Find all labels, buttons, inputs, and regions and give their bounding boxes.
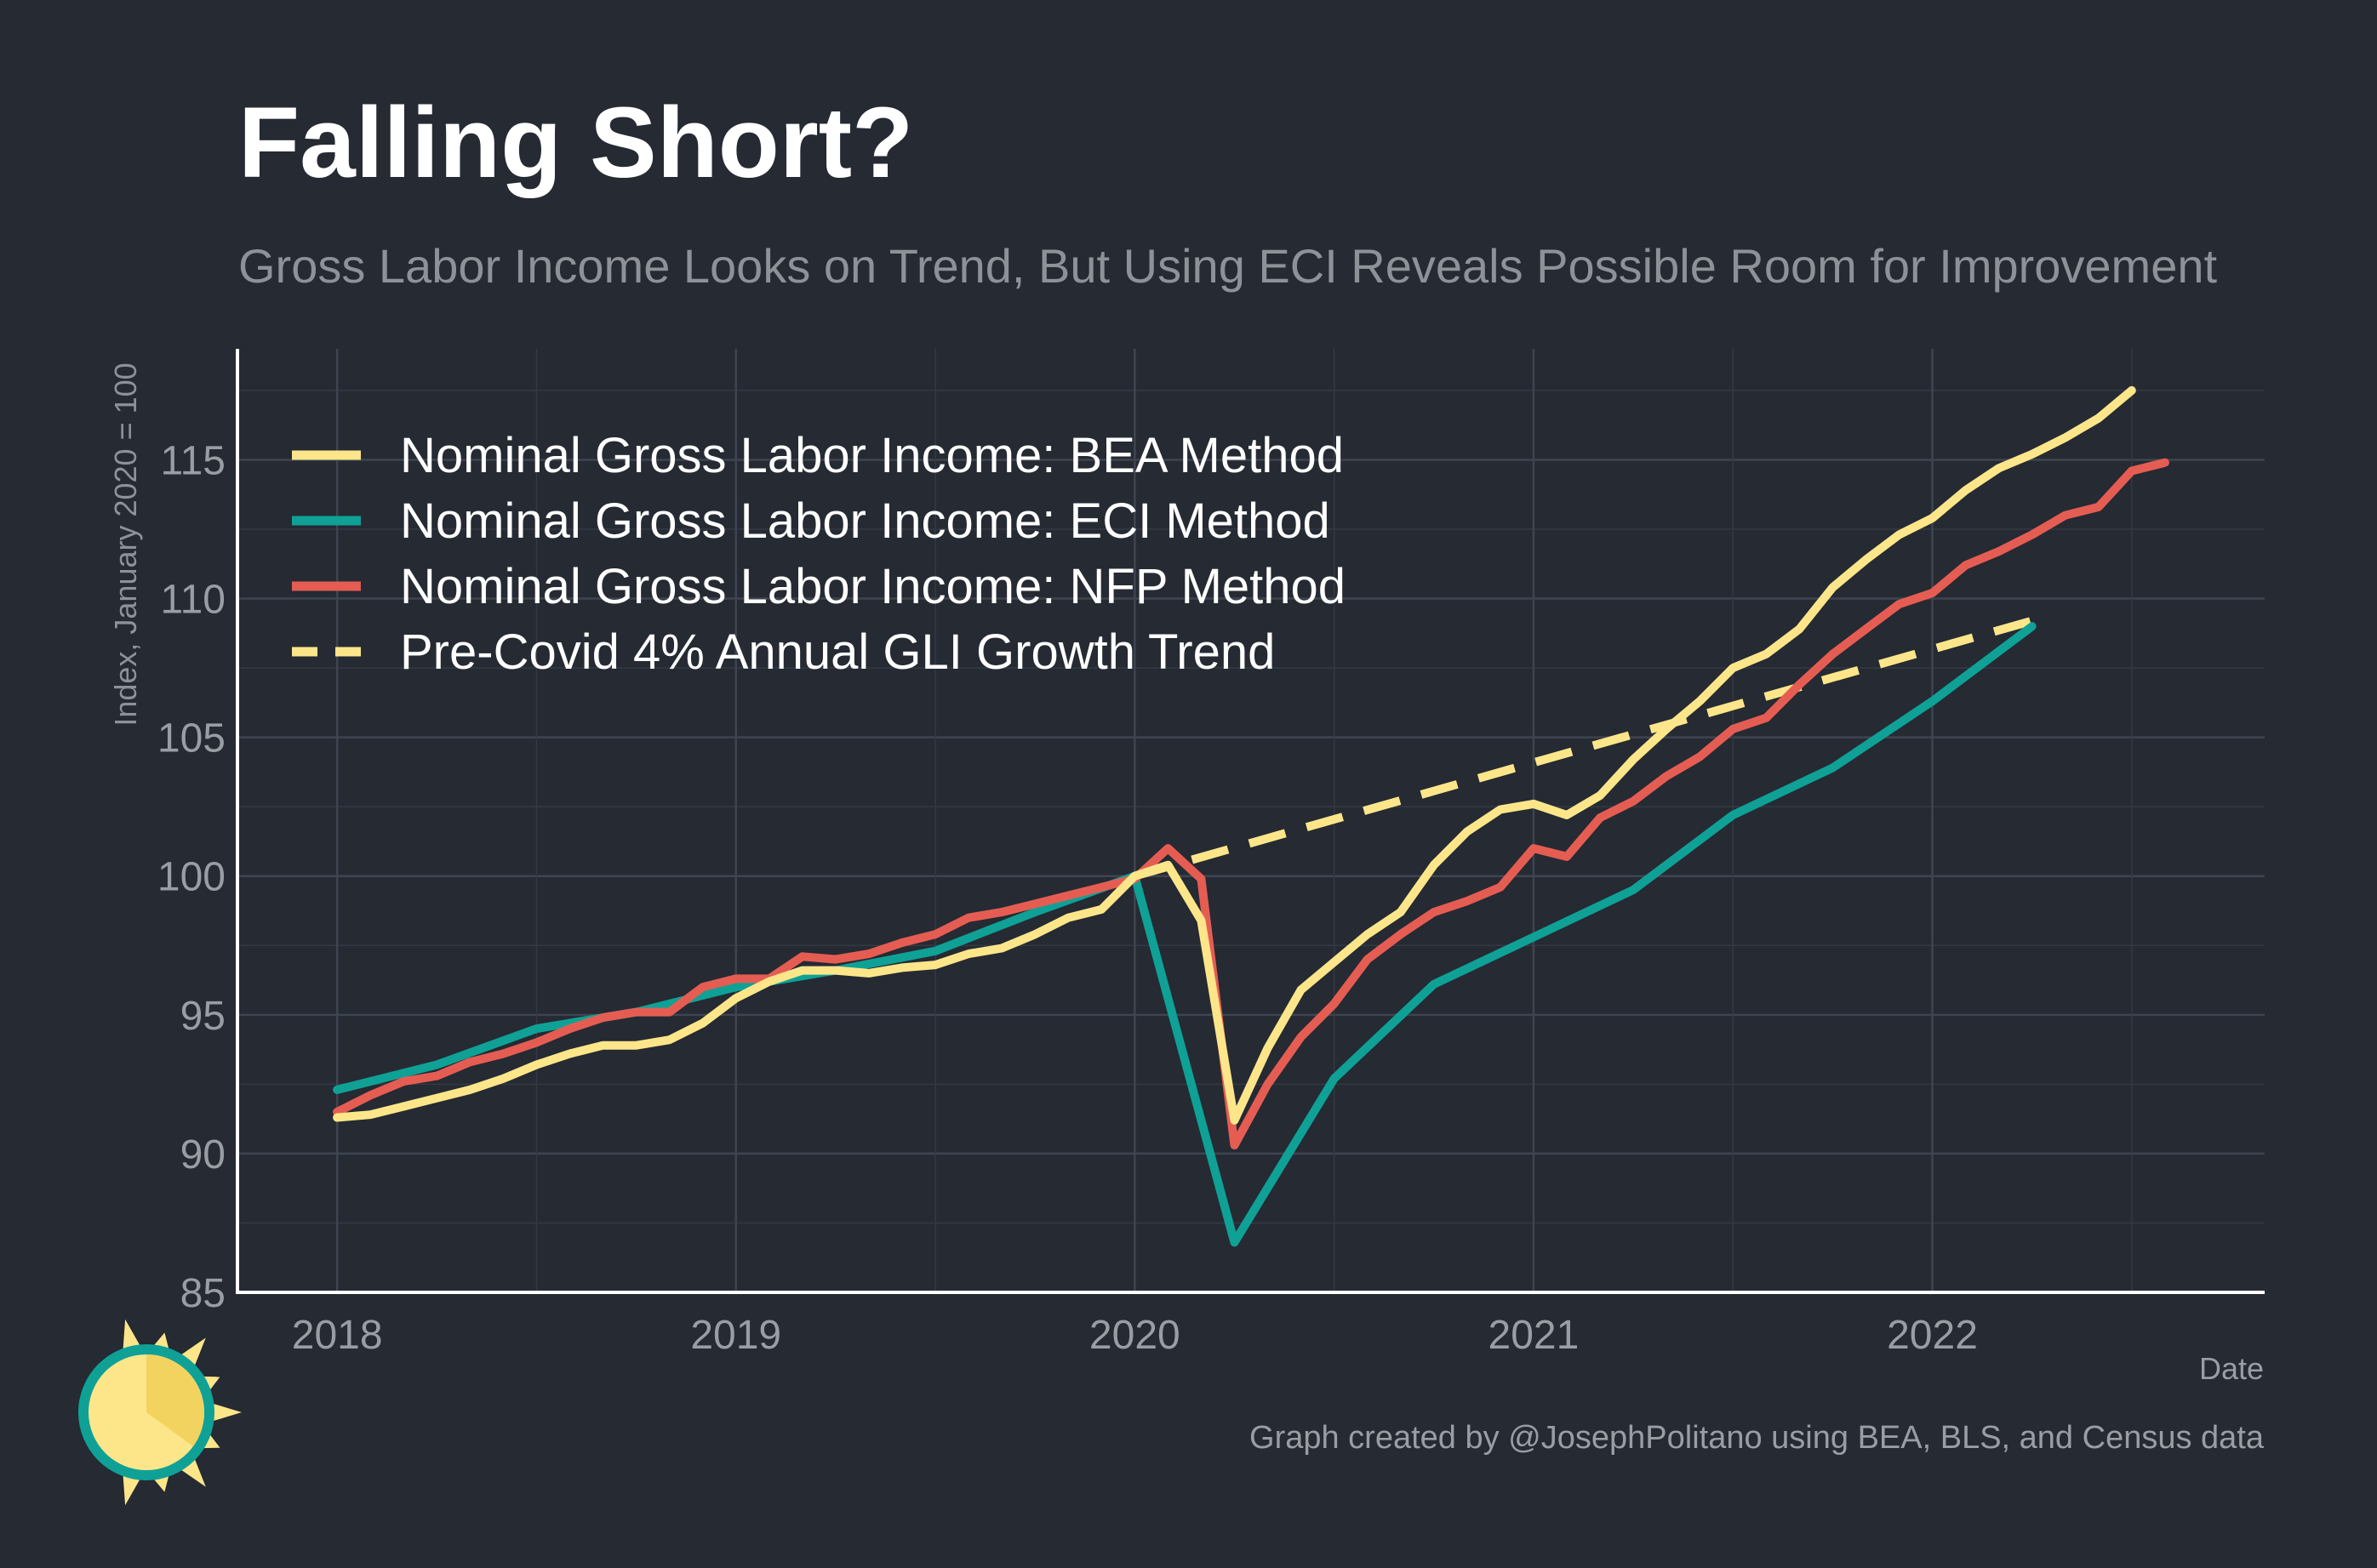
y-tick-label: 110 <box>160 578 226 623</box>
y-tick-label: 95 <box>180 994 226 1039</box>
y-tick-label: 85 <box>180 1271 226 1316</box>
chart-caption: Graph created by @JosephPolitano using B… <box>1249 1420 2265 1456</box>
legend-label: Nominal Gross Labor Income: ECI Method <box>400 493 1330 549</box>
sun-logo-shade <box>146 1354 205 1446</box>
axes <box>236 349 2265 1294</box>
sun-logo <box>78 1319 242 1506</box>
x-tick-label: 2022 <box>1887 1313 1978 1358</box>
series-line <box>333 622 2037 1247</box>
series-line <box>1133 616 2034 881</box>
y-axis-label: Index, January 2020 = 100 <box>108 362 143 726</box>
series-lines <box>333 385 2169 1247</box>
x-tick-label: 2018 <box>292 1313 383 1358</box>
y-tick-label: 100 <box>157 855 226 900</box>
y-tick-label: 90 <box>180 1132 226 1177</box>
y-tick-labels: 85 90 95 100 105 110 115 <box>157 438 226 1316</box>
x-tick-label: 2021 <box>1488 1313 1580 1358</box>
y-tick-label: 105 <box>157 716 226 761</box>
series-line <box>333 385 2136 1125</box>
chart-subtitle: Gross Labor Income Looks on Trend, But U… <box>238 239 2218 293</box>
series-line <box>333 458 2169 1150</box>
sun-ray <box>209 1402 242 1423</box>
legend-label: Pre-Covid 4% Annual GLI Growth Trend <box>400 624 1275 680</box>
legend: Nominal Gross Labor Income: BEA Method No… <box>292 428 1346 680</box>
x-tick-label: 2020 <box>1089 1313 1180 1358</box>
y-tick-label: 115 <box>160 438 226 483</box>
x-axis-label: Date <box>2199 1351 2264 1386</box>
x-tick-labels: 2018 2019 2020 2021 2022 <box>292 1313 1978 1358</box>
legend-label: Nominal Gross Labor Income: BEA Method <box>400 428 1344 483</box>
chart-title: Falling Short? <box>238 87 914 199</box>
legend-label: Nominal Gross Labor Income: NFP Method <box>400 559 1346 614</box>
x-tick-label: 2019 <box>690 1313 781 1358</box>
